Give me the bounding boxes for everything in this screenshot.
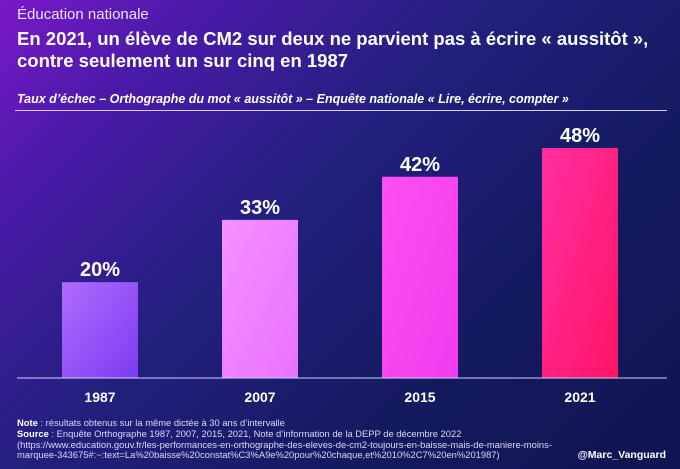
bar-2015	[382, 176, 458, 378]
author-handle: @Marc_Vanguard	[577, 449, 666, 461]
kicker: Éducation nationale	[17, 6, 149, 23]
bars-layer: 20% 1987 33% 2007 42% 2015 48% 2021	[62, 125, 618, 405]
category-label-2007: 2007	[244, 389, 275, 405]
header: Éducation nationale En 2021, un élève de…	[17, 6, 666, 72]
value-label-2007: 33%	[240, 197, 280, 219]
title-line-1: En 2021, un élève de CM2 sur deux ne par…	[17, 28, 649, 49]
bar-2021	[542, 148, 618, 378]
note-text: : résultats obtenus sur la même dictée à…	[37, 417, 285, 428]
value-label-1987: 20%	[80, 259, 120, 281]
source-text: : Enquête Orthographe 1987, 2007, 2015, …	[17, 427, 552, 461]
source-line: Source : Enquête Orthographe 1987, 2007,…	[17, 427, 577, 461]
chart-subtitle: Taux d’échec – Orthographe du mot « auss…	[17, 92, 569, 106]
category-label-1987: 1987	[84, 389, 115, 405]
note-label: Note	[17, 417, 38, 428]
subtitle-divider	[15, 110, 667, 111]
footer-notes: Note : résultats obtenus sur la même dic…	[17, 417, 577, 461]
chart-title: En 2021, un élève de CM2 sur deux ne par…	[17, 28, 666, 72]
category-label-2015: 2015	[404, 389, 435, 405]
note-line: Note : résultats obtenus sur la même dic…	[17, 417, 577, 429]
bar-1987	[62, 282, 138, 378]
value-label-2015: 42%	[400, 154, 440, 176]
bar-2007	[222, 219, 298, 378]
value-label-2021: 48%	[560, 125, 600, 147]
category-label-2021: 2021	[564, 389, 595, 405]
source-label: Source	[17, 427, 49, 439]
title-line-2: contre seulement un sur cinq en 1987	[17, 50, 349, 71]
